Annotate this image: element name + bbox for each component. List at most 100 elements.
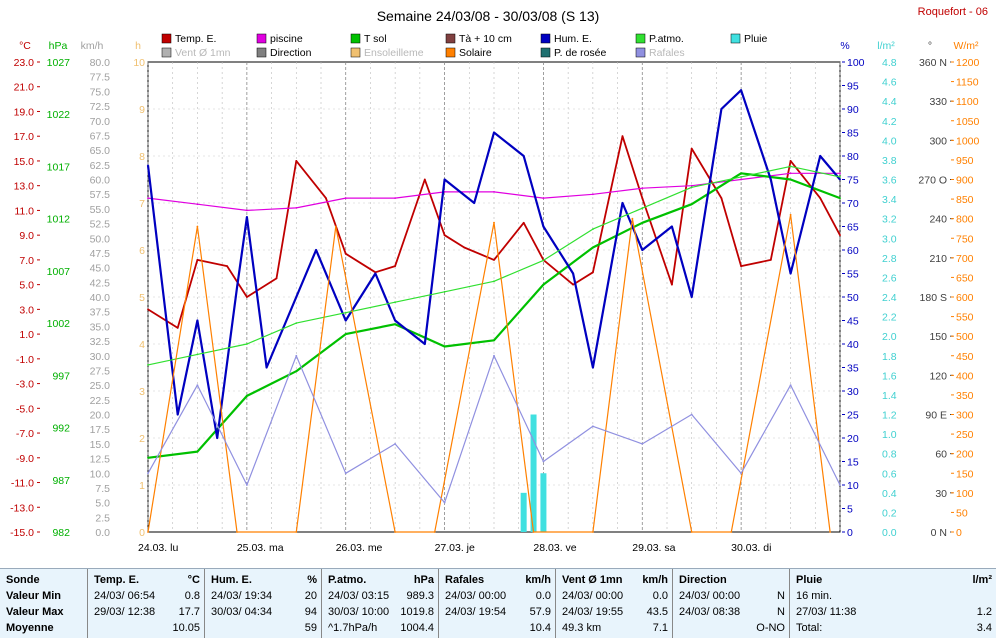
press-tick: 1007 — [47, 266, 71, 278]
data-point-hum-e- — [374, 272, 377, 275]
summary-title: Temp. E. — [94, 574, 140, 586]
summary-title: P.atmo. — [328, 574, 367, 586]
solar-tick: 600 — [956, 292, 974, 304]
summary-label: 24/03/ 08:38 — [679, 606, 741, 618]
data-point-t-sol — [443, 345, 446, 348]
wind-tick: 27.5 — [90, 365, 111, 377]
summary-row: 10.05 — [94, 620, 200, 636]
chart-title: Semaine 24/03/08 - 30/03/08 (S 13) — [377, 8, 600, 24]
temp-tick: 7.0 — [19, 255, 34, 267]
press-tick: 1027 — [47, 57, 71, 69]
rain-tick: 1.0 — [882, 429, 897, 441]
hum-tick: 90 — [847, 104, 859, 116]
data-point-piscine — [246, 209, 248, 212]
data-point-piscine — [493, 191, 495, 193]
summary-title: Pluie — [796, 574, 823, 586]
summary-value: 43.5 — [646, 606, 668, 618]
data-point-piscine — [344, 197, 347, 200]
dir-tick: 120 — [929, 370, 947, 382]
press-unit: hPa — [49, 40, 68, 52]
temp-tick: -1.0 — [16, 354, 34, 366]
data-point-rafales — [443, 501, 446, 504]
summary-row: 24/03/ 19:34 20 — [211, 588, 317, 604]
data-point-hum-e- — [720, 108, 723, 110]
solar-tick: 250 — [956, 429, 974, 441]
data-point-p-atmo- — [740, 176, 742, 178]
summary-section: Pluie l/m² 16 min. 27/03/ 11:38 1.2 Total: 3.4 — [790, 569, 996, 638]
data-point-hum-e- — [176, 413, 179, 416]
data-point-solaire — [592, 531, 594, 533]
data-point-hum-e- — [423, 343, 426, 345]
legend-swatch — [730, 33, 741, 44]
data-point-temp-e- — [839, 234, 841, 237]
summary-unit: % — [307, 574, 317, 586]
data-point-piscine — [789, 172, 792, 175]
data-point-hum-e- — [641, 249, 644, 251]
data-point-hum-e- — [493, 131, 495, 134]
solar-tick: 200 — [956, 449, 974, 461]
legend-swatch — [445, 33, 456, 44]
summary-row: Valeur Max — [6, 604, 83, 620]
data-point-piscine — [394, 197, 396, 200]
wind-tick: 25.0 — [90, 380, 111, 392]
rain-tick: 0.0 — [882, 527, 897, 539]
data-point-t-sol — [592, 246, 594, 249]
data-point-temp-e- — [344, 252, 347, 255]
data-point-hum-e- — [236, 286, 238, 289]
summary-label: 49.3 km — [562, 622, 602, 634]
legend-swatch — [635, 33, 646, 44]
data-point-temp-e- — [740, 265, 742, 267]
temp-tick: 23.0 — [14, 57, 35, 69]
hum-tick: 55 — [847, 269, 859, 281]
rain-tick: 2.2 — [882, 312, 897, 324]
rain-tick: 3.2 — [882, 214, 897, 226]
data-point-hum-e- — [769, 178, 772, 181]
data-point-solaire — [236, 531, 238, 533]
data-point-rafales — [344, 472, 347, 475]
data-point-solaire — [789, 213, 792, 216]
summary-value: O-NO — [756, 622, 785, 634]
wind-tick: 77.5 — [90, 72, 111, 84]
temp-tick: 19.0 — [14, 106, 35, 118]
series-layer — [146, 89, 841, 533]
solar-tick: 350 — [956, 390, 974, 402]
press-tick: 1002 — [47, 318, 71, 330]
press-tick: 987 — [52, 475, 70, 487]
rain-tick: 3.0 — [882, 233, 897, 245]
data-point-solaire — [147, 531, 149, 533]
summary-row: 30/03/ 10:00 1019.8 — [328, 604, 434, 620]
data-point-p-atmo- — [493, 280, 495, 283]
data-point-temp-e- — [641, 197, 644, 200]
legend-label: P. de rosée — [554, 47, 607, 59]
data-point-temp-e- — [226, 265, 229, 267]
rain-bar — [530, 414, 537, 532]
data-point-p-atmo- — [246, 343, 248, 345]
data-point-solaire — [631, 217, 634, 220]
data-point-temp-e- — [246, 296, 248, 298]
hum-tick: 45 — [847, 316, 859, 328]
dir-tick: 210 — [929, 253, 947, 265]
summary-unit: hPa — [413, 574, 434, 586]
legend-label: Rafales — [649, 47, 685, 59]
summary-value: 0.0 — [535, 590, 551, 602]
sun-tick: 7 — [139, 198, 145, 210]
wind-tick: 75.0 — [90, 86, 111, 98]
data-point-rafales — [839, 484, 841, 486]
temp-tick: -5.0 — [16, 403, 34, 415]
data-point-piscine — [839, 172, 841, 175]
data-point-temp-e- — [720, 197, 723, 200]
summary-row: Valeur Min — [6, 588, 83, 604]
hum-tick: 65 — [847, 222, 859, 234]
summary-value: 17.7 — [178, 606, 200, 618]
wind-tick: 20.0 — [90, 410, 111, 422]
data-point-solaire — [196, 225, 199, 228]
solar-tick: 700 — [956, 253, 974, 265]
hum-tick: 60 — [847, 245, 859, 257]
legend-label: piscine — [270, 33, 303, 45]
data-point-t-sol — [394, 323, 396, 326]
data-point-temp-e- — [176, 327, 179, 329]
wind-tick: 65.0 — [90, 145, 111, 157]
summary-label: Valeur Max — [6, 606, 64, 618]
summary-label: 24/03/ 19:34 — [211, 590, 273, 602]
summary-value: 3.4 — [976, 622, 992, 634]
